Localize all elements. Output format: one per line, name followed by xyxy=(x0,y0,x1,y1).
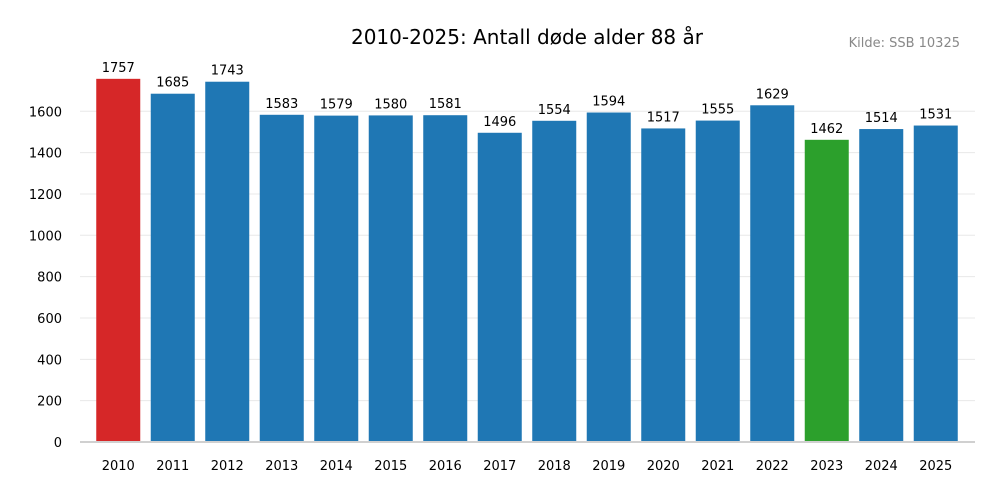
bar xyxy=(586,112,631,442)
data-labels: 1757 1685 1743 1583 1579 1580 1581 1496 1554 1594… xyxy=(102,61,953,137)
x-tick-label: 2025 xyxy=(919,459,952,474)
x-tick-label: 2017 xyxy=(483,459,516,474)
x-tick-label: 2010 xyxy=(102,459,135,474)
bars xyxy=(96,78,958,443)
x-axis-ticks: 2010 2011 2012 2013 2014 2015 2016 2017 2018 2019… xyxy=(102,459,953,474)
x-tick-label: 2015 xyxy=(374,459,407,474)
x-tick-label: 2024 xyxy=(865,459,898,474)
y-tick-label: 600 xyxy=(37,312,62,327)
data-label: 1554 xyxy=(538,103,571,118)
data-label: 1531 xyxy=(919,108,952,123)
y-tick-label: 800 xyxy=(37,271,62,286)
x-tick-label: 2021 xyxy=(701,459,734,474)
bar xyxy=(804,139,849,442)
bar xyxy=(532,120,577,442)
y-tick-label: 1600 xyxy=(29,105,62,120)
data-label: 1580 xyxy=(374,97,407,112)
data-label: 1629 xyxy=(756,87,789,102)
x-tick-label: 2023 xyxy=(810,459,843,474)
x-tick-label: 2018 xyxy=(538,459,571,474)
y-tick-label: 0 xyxy=(54,436,62,451)
bar xyxy=(259,114,304,443)
bar xyxy=(205,81,250,443)
bar xyxy=(750,105,795,442)
data-label: 1594 xyxy=(592,95,625,110)
bar xyxy=(913,125,958,442)
x-tick-label: 2022 xyxy=(756,459,789,474)
bar xyxy=(695,120,740,443)
data-label: 1581 xyxy=(429,97,462,112)
data-label: 1757 xyxy=(102,61,135,76)
x-tick-label: 2014 xyxy=(320,459,353,474)
data-label: 1579 xyxy=(320,98,353,113)
x-tick-label: 2013 xyxy=(265,459,298,474)
chart-title: 2010-2025: Antall døde alder 88 år xyxy=(351,25,704,49)
y-tick-label: 200 xyxy=(37,395,62,410)
data-label: 1496 xyxy=(483,115,516,130)
data-label: 1462 xyxy=(810,122,843,137)
data-label: 1743 xyxy=(211,64,244,79)
x-tick-label: 2019 xyxy=(592,459,625,474)
y-axis-ticks: 0 200 400 600 800 1000 1200 1400 1600 xyxy=(29,105,62,451)
source-note: Kilde: SSB 10325 xyxy=(849,36,960,51)
data-label: 1555 xyxy=(701,103,734,118)
x-tick-label: 2011 xyxy=(156,459,189,474)
data-label: 1583 xyxy=(265,97,298,112)
data-label: 1517 xyxy=(647,110,680,125)
bar xyxy=(314,115,359,442)
bar xyxy=(477,132,522,442)
bar xyxy=(368,115,413,442)
y-tick-label: 1200 xyxy=(29,188,62,203)
bar xyxy=(423,115,468,442)
x-tick-label: 2012 xyxy=(211,459,244,474)
x-tick-label: 2016 xyxy=(429,459,462,474)
x-tick-label: 2020 xyxy=(647,459,680,474)
bar xyxy=(641,128,686,442)
bar xyxy=(859,129,904,442)
y-tick-label: 400 xyxy=(37,353,62,368)
y-tick-label: 1400 xyxy=(29,147,62,162)
data-label: 1514 xyxy=(865,111,898,126)
bar xyxy=(150,93,195,442)
data-label: 1685 xyxy=(156,76,189,91)
bar xyxy=(96,78,141,443)
y-tick-label: 1000 xyxy=(29,229,62,244)
